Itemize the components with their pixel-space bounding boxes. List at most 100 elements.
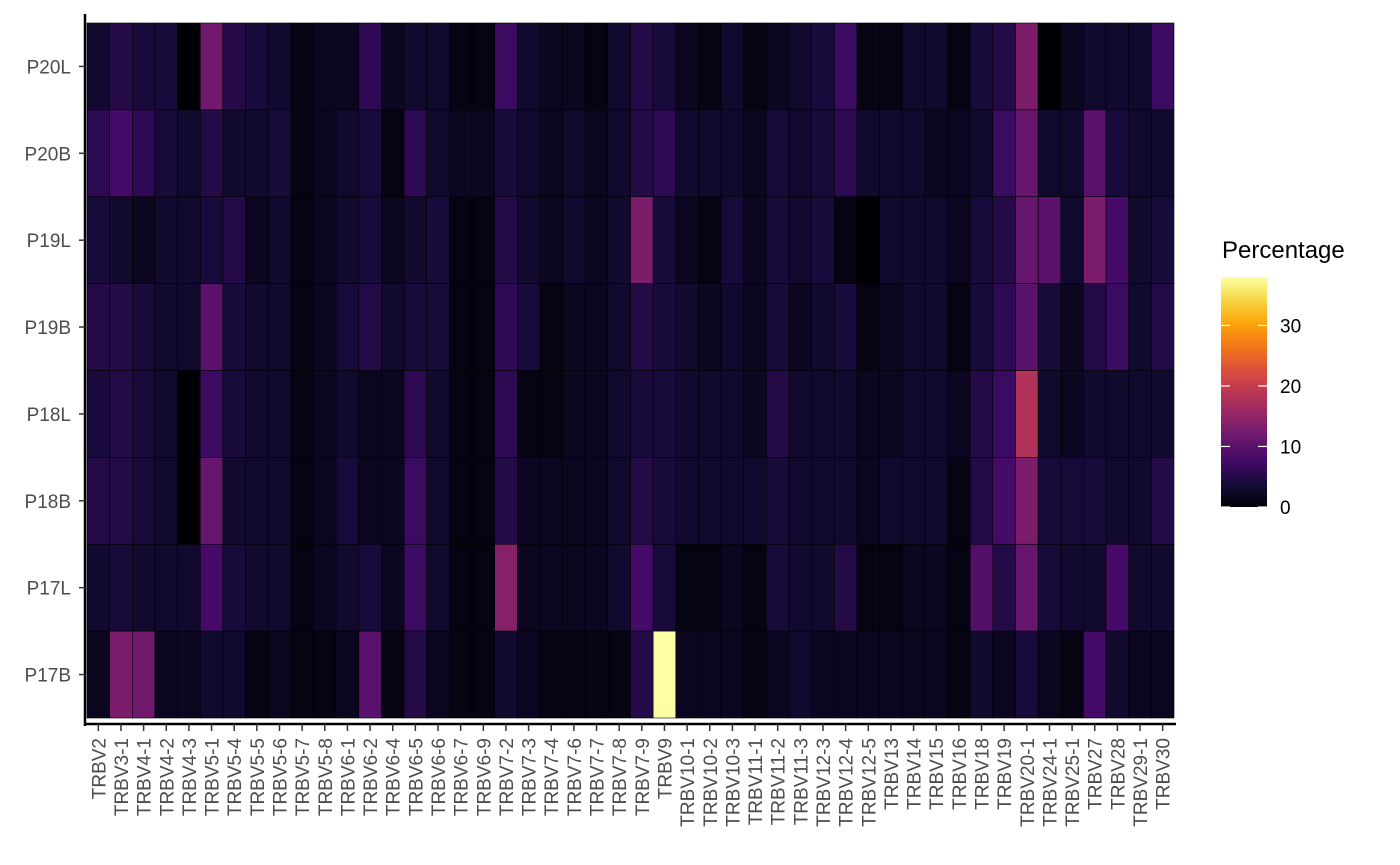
heatmap-cell xyxy=(562,22,586,111)
heatmap-cell xyxy=(222,543,246,632)
heatmap-cell xyxy=(426,196,450,284)
heatmap-cell xyxy=(969,22,994,111)
heatmap-cell xyxy=(834,283,858,371)
heatmap-cell xyxy=(290,109,314,198)
heatmap-cell xyxy=(1015,370,1039,458)
heatmap-cell xyxy=(856,630,880,719)
x-tick-label: TRBV10-1 xyxy=(678,738,699,827)
heatmap-cell xyxy=(901,370,926,458)
heatmap-cell xyxy=(630,283,654,371)
legend-colorbar xyxy=(1221,277,1267,507)
heatmap-cell xyxy=(1151,283,1175,371)
heatmap-cell xyxy=(335,457,360,545)
legend-tick-label: 0 xyxy=(1280,498,1291,519)
heatmap-cell xyxy=(177,543,201,632)
heatmap-cell xyxy=(426,370,450,458)
heatmap-cell xyxy=(1128,370,1152,458)
heatmap-cell xyxy=(562,109,586,198)
heatmap-cell xyxy=(607,630,631,719)
heatmap-cell xyxy=(222,109,246,198)
heatmap-cell xyxy=(494,630,518,719)
heatmap-cell xyxy=(86,22,110,111)
heatmap-cell xyxy=(358,630,382,719)
heatmap-cell xyxy=(1060,543,1084,632)
heatmap-cell xyxy=(924,196,948,284)
heatmap-cell xyxy=(788,22,812,111)
x-tick-label: TRBV19 xyxy=(995,738,1016,810)
heatmap-cell xyxy=(652,22,677,111)
heatmap-cell xyxy=(1083,22,1107,111)
heatmap-cell xyxy=(924,283,948,371)
heatmap-cell xyxy=(222,196,246,284)
heatmap-cell xyxy=(720,630,745,719)
heatmap-cell xyxy=(584,543,609,632)
heatmap-cell xyxy=(381,630,405,719)
x-tick-label: TRBV5-5 xyxy=(248,738,269,816)
heatmap-cell xyxy=(630,543,654,632)
heatmap-cell xyxy=(834,457,858,545)
heatmap-cell xyxy=(856,370,880,458)
heatmap-cell xyxy=(947,457,971,545)
heatmap-cell xyxy=(992,196,1016,284)
heatmap-cell xyxy=(720,370,745,458)
heatmap-cell xyxy=(222,630,246,719)
heatmap-cell xyxy=(992,457,1016,545)
heatmap-cell xyxy=(1151,22,1175,111)
heatmap-cell xyxy=(652,283,677,371)
heatmap-cell xyxy=(1060,370,1084,458)
heatmap-cell xyxy=(494,543,518,632)
heatmap-cell xyxy=(449,630,473,719)
heatmap-cell xyxy=(86,543,110,632)
heatmap-cell xyxy=(698,457,722,545)
x-tick-label: TRBV16 xyxy=(950,738,971,810)
heatmap-cell xyxy=(607,283,631,371)
heatmap-cell xyxy=(720,283,745,371)
heatmap-cell xyxy=(403,630,427,719)
heatmap-cell xyxy=(426,22,450,111)
heatmap-cell xyxy=(131,196,156,284)
heatmap-cell xyxy=(743,109,767,198)
heatmap-cell xyxy=(154,630,178,719)
heatmap-cell xyxy=(131,543,156,632)
heatmap-cell xyxy=(675,109,699,198)
heatmap-cell xyxy=(86,196,110,284)
heatmap-cell xyxy=(743,543,767,632)
heatmap-cell xyxy=(562,283,586,371)
heatmap-cell xyxy=(131,22,156,111)
heatmap-cell xyxy=(1105,22,1130,111)
heatmap-cell xyxy=(358,370,382,458)
heatmap-cell xyxy=(879,22,903,111)
heatmap-cell xyxy=(516,22,541,111)
heatmap-cell xyxy=(630,109,654,198)
heatmap-cell xyxy=(630,22,654,111)
heatmap-cell xyxy=(1151,457,1175,545)
heatmap-cell xyxy=(584,283,609,371)
heatmap-cell xyxy=(471,22,495,111)
heatmap-cell xyxy=(766,196,790,284)
heatmap-cell xyxy=(449,370,473,458)
heatmap-cell xyxy=(992,109,1016,198)
heatmap-cell xyxy=(652,196,677,284)
heatmap-cell xyxy=(811,22,835,111)
heatmap-cell xyxy=(494,109,518,198)
x-tick-label: TRBV7-8 xyxy=(610,738,631,816)
x-tick-label: TRBV27 xyxy=(1086,738,1107,810)
heatmap-cell xyxy=(381,22,405,111)
heatmap-cell xyxy=(924,543,948,632)
heatmap-cell xyxy=(1105,457,1130,545)
heatmap-cell xyxy=(449,457,473,545)
x-tick-label: TRBV13 xyxy=(882,738,903,810)
heatmap-cell xyxy=(992,283,1016,371)
heatmap-cell xyxy=(811,283,835,371)
heatmap-cell xyxy=(969,109,994,198)
heatmap-cell xyxy=(947,543,971,632)
heatmap-cell xyxy=(177,196,201,284)
heatmap-cell xyxy=(834,109,858,198)
heatmap-cell xyxy=(652,109,677,198)
heatmap-cell xyxy=(652,543,677,632)
heatmap-cell xyxy=(403,22,427,111)
heatmap-cell xyxy=(335,370,360,458)
heatmap-cell xyxy=(607,196,631,284)
heatmap-cell xyxy=(1083,109,1107,198)
heatmap-cell xyxy=(969,196,994,284)
